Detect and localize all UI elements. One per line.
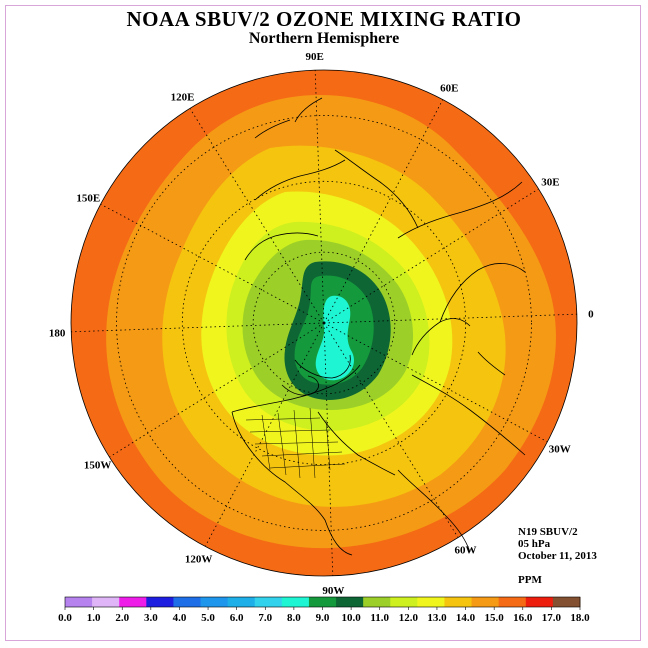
longitude-label-lon-120w: 120W bbox=[185, 554, 213, 566]
meridian-line bbox=[71, 322, 325, 333]
colorbar-label: 4.0 bbox=[173, 612, 187, 624]
colorbar-label: 3.0 bbox=[144, 612, 158, 624]
colorbar-swatch bbox=[200, 597, 229, 607]
longitude-label-lon-60w: 60W bbox=[454, 544, 476, 556]
parallel-circle bbox=[252, 251, 396, 395]
colorbar-label: 17.0 bbox=[542, 612, 562, 624]
longitude-label-lon-30e: 30E bbox=[541, 177, 559, 189]
map-subtitle: Northern Hemisphere bbox=[248, 30, 400, 47]
colorbar-label: 0.0 bbox=[58, 612, 72, 624]
state-borders bbox=[245, 407, 346, 479]
meridian-line bbox=[109, 322, 325, 458]
colorbar-swatch bbox=[92, 597, 120, 607]
colorbar-swatch bbox=[308, 597, 337, 607]
colorbar-swatch bbox=[336, 597, 364, 607]
colorbar-label: 16.0 bbox=[513, 612, 533, 624]
colorbar-swatch bbox=[65, 597, 93, 607]
colorbar-swatch bbox=[281, 597, 310, 607]
colorbar-label: 11.0 bbox=[370, 612, 389, 624]
meridian-line bbox=[323, 322, 334, 576]
longitude-label-lon-90e: 90E bbox=[306, 51, 324, 63]
colorbar-swatch bbox=[525, 597, 554, 607]
figure-frame bbox=[5, 5, 641, 641]
colorbar-swatch bbox=[254, 597, 283, 607]
colorbar-swatch bbox=[498, 597, 527, 607]
colorbar-swatch bbox=[552, 597, 581, 607]
meridian-line bbox=[323, 322, 548, 443]
colorbar-label: 13.0 bbox=[427, 612, 447, 624]
colorbar-label: 15.0 bbox=[485, 612, 505, 624]
longitude-label-lon-30w: 30W bbox=[549, 443, 571, 455]
colorbar-swatch bbox=[146, 597, 174, 607]
longitude-label-lon-180: 180 bbox=[49, 327, 66, 339]
colorbar: 0.0 1.0 2.0 3.0 4.0 5.0 6.0 7.0 8.0 9.0 10.0 11.0 12… bbox=[58, 596, 590, 624]
colorbar-swatch bbox=[119, 597, 147, 607]
meridian-line bbox=[100, 203, 325, 324]
colorbar-swatch bbox=[227, 597, 256, 607]
colorbar-label: 14.0 bbox=[456, 612, 476, 624]
units-label: PPM bbox=[518, 574, 542, 586]
map-title: NOAA SBUV/2 OZONE MIXING RATIO bbox=[126, 7, 522, 31]
longitude-labels: 0 30E 60E 90E 120E 150E 180 150W 120W 90W 60W 30W bbox=[49, 51, 594, 597]
colorbar-swatch bbox=[444, 597, 473, 607]
colorbar-label: 12.0 bbox=[399, 612, 419, 624]
meridian-line bbox=[323, 188, 539, 324]
colorbar-swatch bbox=[471, 597, 500, 607]
colorbar-label: 1.0 bbox=[87, 612, 101, 624]
colorbar-swatch bbox=[173, 597, 202, 607]
map-boundary bbox=[70, 69, 578, 577]
coastlines bbox=[231, 97, 526, 556]
colorbar-label: 6.0 bbox=[230, 612, 244, 624]
pressure-level-label: 05 hPa bbox=[518, 538, 551, 550]
longitude-label-lon-90w: 90W bbox=[322, 585, 344, 597]
colorbar-swatch bbox=[390, 597, 418, 607]
longitude-label-lon-150w: 150W bbox=[84, 459, 112, 471]
longitude-label-lon-0: 0 bbox=[588, 309, 594, 321]
colorbar-label: 2.0 bbox=[115, 612, 129, 624]
colorbar-label: 9.0 bbox=[316, 612, 330, 624]
colorbar-label: 7.0 bbox=[258, 612, 272, 624]
colorbar-label: 5.0 bbox=[201, 612, 215, 624]
meridian-line bbox=[323, 313, 577, 324]
longitude-label-lon-120e: 120E bbox=[171, 92, 195, 104]
colorbar-label: 10.0 bbox=[341, 612, 361, 624]
meridian-line bbox=[204, 322, 325, 547]
colorbar-swatch bbox=[363, 597, 391, 607]
colorbar-label: 8.0 bbox=[287, 612, 301, 624]
longitude-label-lon-60e: 60E bbox=[440, 82, 458, 94]
satellite-label: N19 SBUV/2 bbox=[518, 526, 578, 538]
longitude-label-lon-150e: 150E bbox=[76, 193, 100, 205]
meridian-line bbox=[323, 322, 459, 538]
meridian-line bbox=[189, 108, 325, 324]
date-label: October 11, 2013 bbox=[518, 550, 597, 562]
meridian-line bbox=[314, 70, 325, 324]
meridian-line bbox=[323, 99, 444, 324]
parallel-circle bbox=[181, 180, 467, 466]
lat-lon-grid bbox=[71, 70, 577, 576]
colorbar-label: 18.0 bbox=[570, 612, 590, 624]
parallel-circle bbox=[116, 115, 532, 531]
colorbar-swatch bbox=[417, 597, 445, 607]
